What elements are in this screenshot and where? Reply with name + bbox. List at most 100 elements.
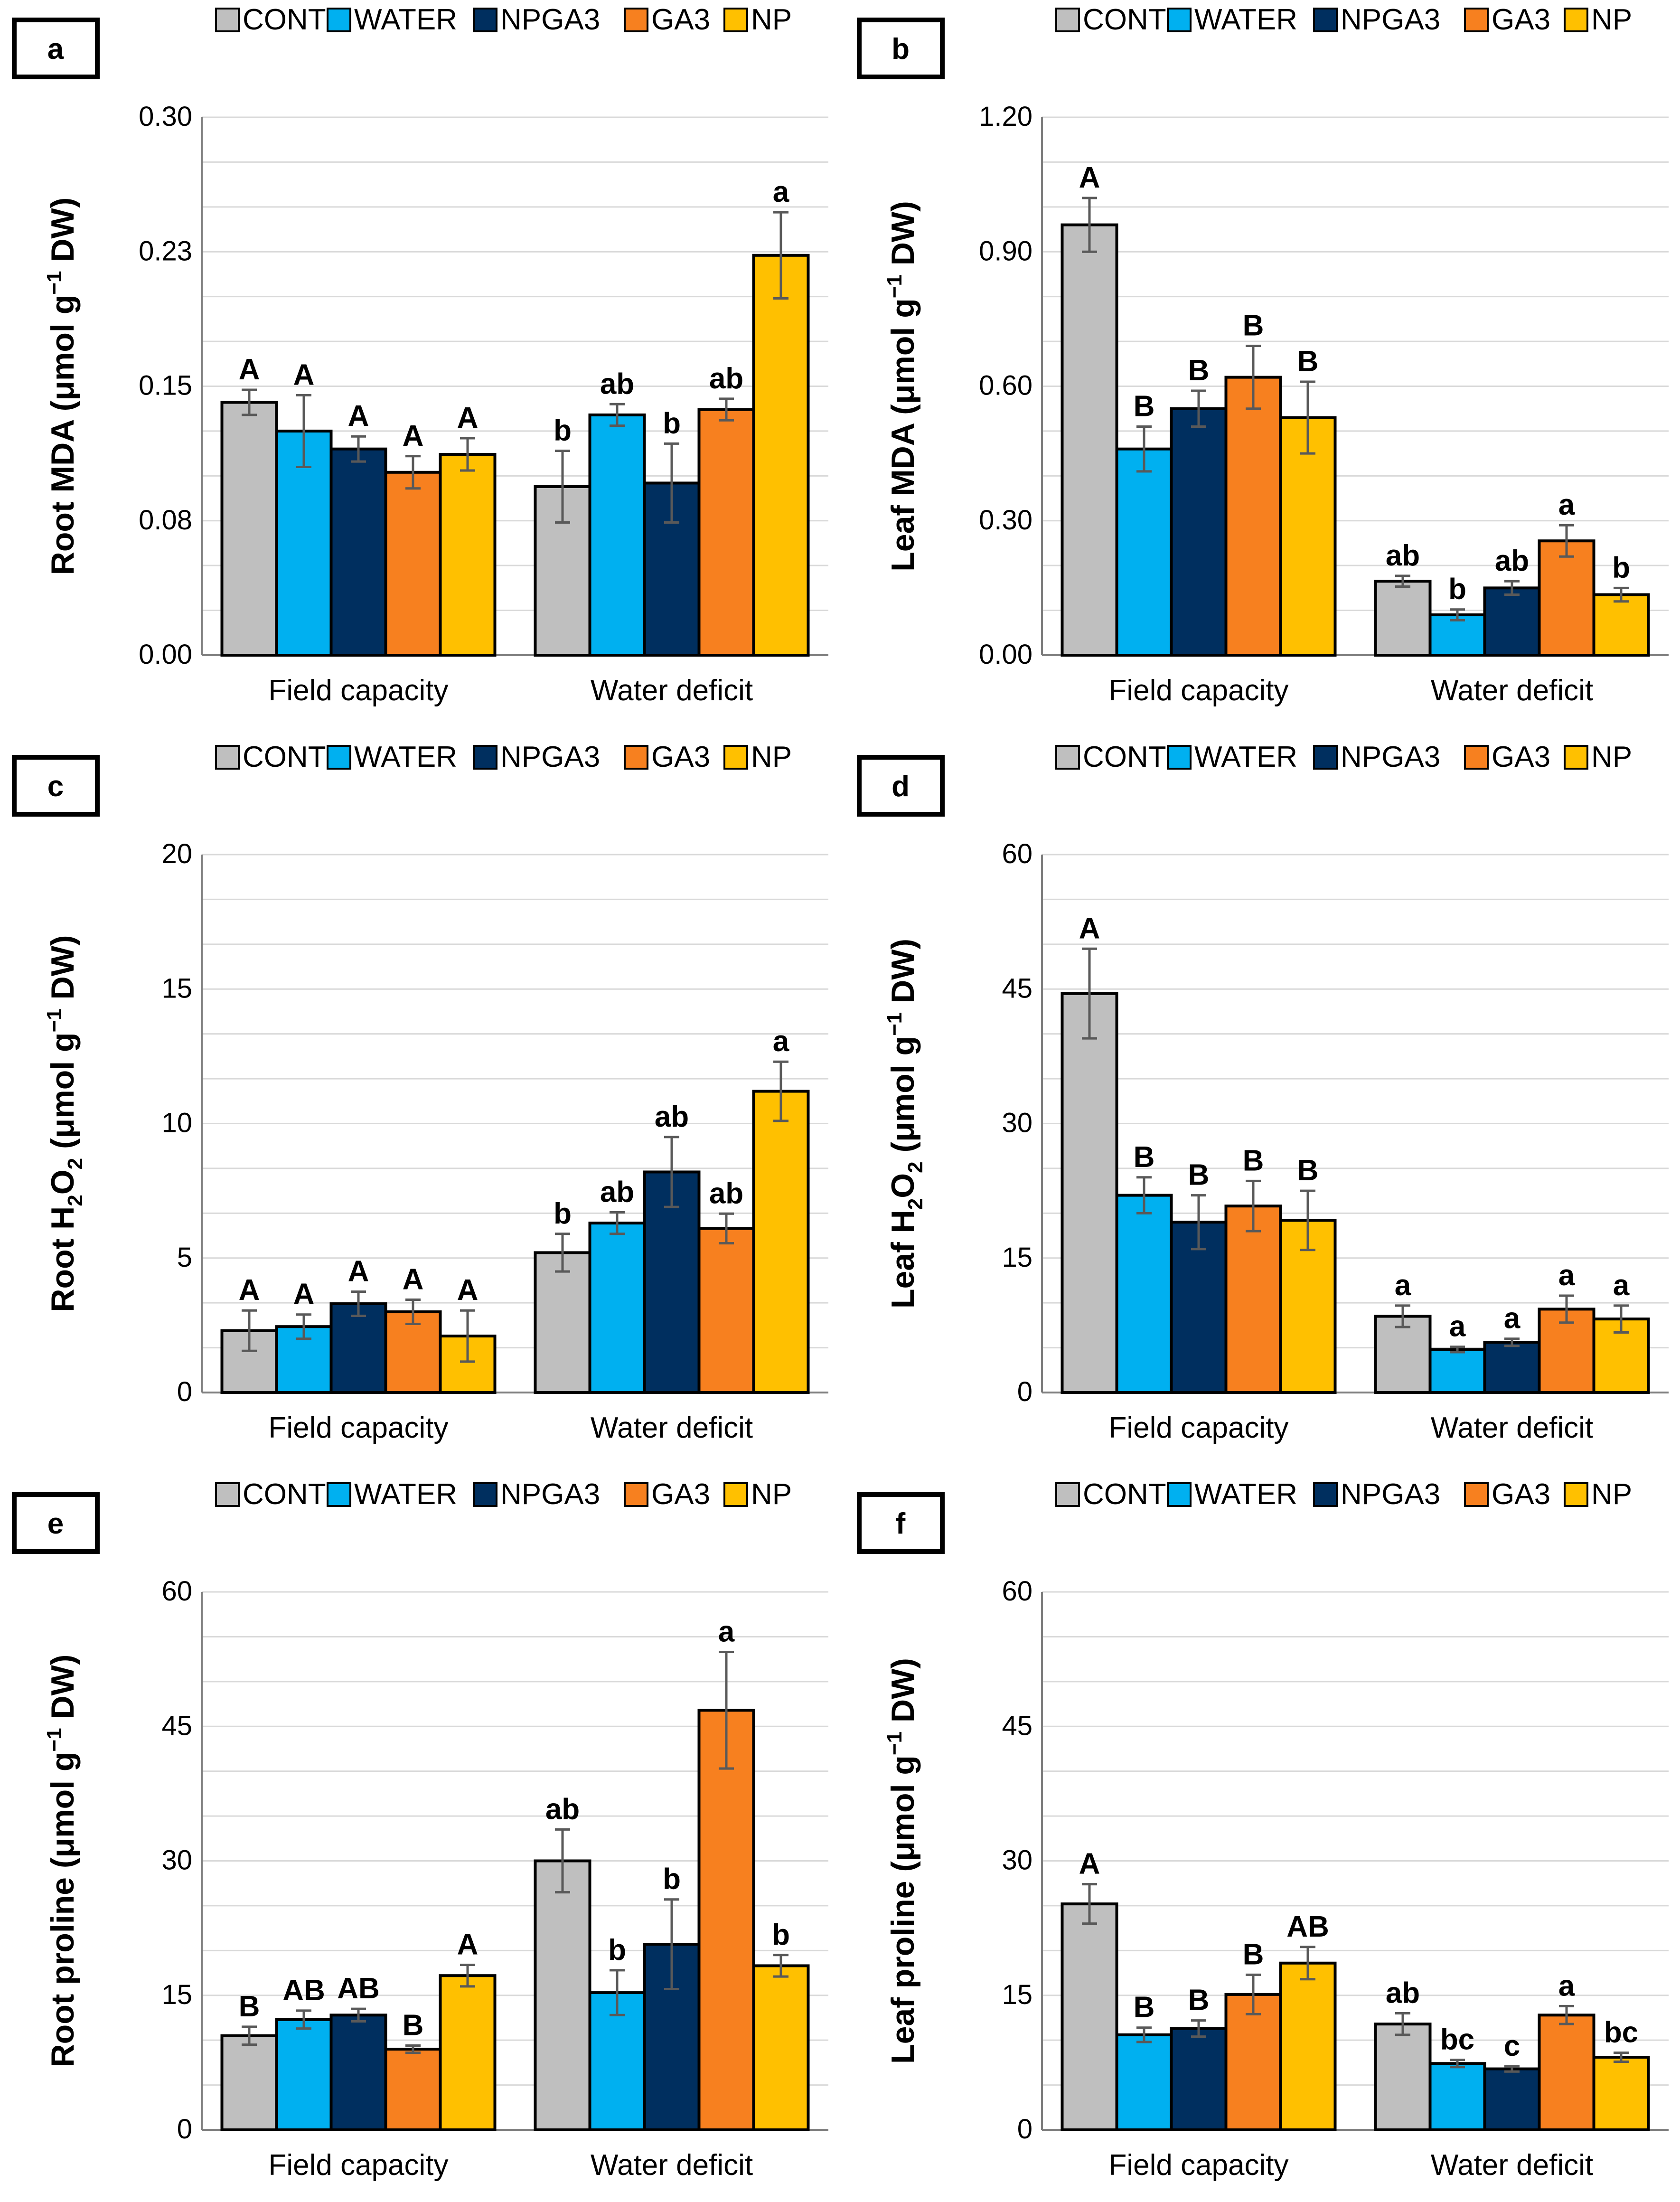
y-tick-label: 45 — [1002, 1710, 1032, 1741]
legend-label-cont: CONT — [243, 741, 326, 773]
significance-letter: B — [1134, 390, 1155, 423]
bar-cont — [1061, 992, 1118, 1394]
significance-letter: A — [1079, 161, 1100, 194]
legend-label-cont: CONT — [1083, 741, 1166, 773]
y-tick-label: 0.30 — [139, 101, 192, 132]
bar-water — [588, 1222, 646, 1394]
y-axis-label-part: DW) — [45, 198, 81, 271]
bar-cont — [1061, 1902, 1118, 2131]
bar-npga3 — [329, 447, 387, 657]
y-axis-label-part: −1 — [43, 1008, 66, 1032]
significance-letter: A — [403, 1263, 424, 1296]
y-axis-label-part: (μmol g — [45, 1032, 81, 1157]
y-axis-label-part: −1 — [883, 1012, 906, 1036]
x-category-label: Water deficit — [1431, 2149, 1593, 2182]
significance-letter: A — [1079, 1848, 1100, 1881]
legend: CONT WATER NPGA3 GA3 NP — [215, 1478, 792, 1511]
y-axis-label-part: Leaf proline (μmol g — [885, 1755, 921, 2064]
y-axis-label: Leaf proline (μmol g−1 DW) — [883, 1658, 921, 2064]
legend-swatch-np — [723, 745, 748, 770]
legend-label-water: WATER — [354, 1478, 457, 1511]
bar-npga3 — [1170, 407, 1228, 657]
significance-letter: b — [1612, 551, 1630, 584]
significance-letter: ab — [1386, 539, 1420, 572]
y-tick-label: 60 — [161, 1576, 192, 1607]
legend-label-np: NP — [1591, 3, 1632, 36]
legend-swatch-npga3 — [473, 1482, 497, 1507]
significance-letter: bc — [1440, 2023, 1474, 2056]
legend-swatch-water — [1167, 1482, 1192, 1507]
legend-label-water: WATER — [354, 3, 457, 36]
significance-letter: B — [1134, 1991, 1155, 2024]
significance-letter: A — [403, 420, 424, 452]
y-axis-label-part: DW) — [885, 1658, 921, 1731]
legend-label-npga3: NPGA3 — [1341, 3, 1440, 36]
bar-cont — [1374, 2023, 1432, 2132]
significance-letter: ab — [709, 362, 743, 395]
y-axis-label: Root proline (μmol g−1 DW) — [43, 1655, 81, 2068]
significance-letter: B — [1243, 310, 1264, 342]
legend-label-np: NP — [1591, 741, 1632, 773]
y-tick-label: 5 — [177, 1242, 192, 1273]
y-tick-label: 20 — [161, 838, 192, 869]
legend-label-ga3: GA3 — [651, 741, 710, 773]
legend-swatch-ga3 — [624, 745, 648, 770]
significance-letter: AB — [1286, 1910, 1329, 1943]
significance-letter: AB — [282, 1974, 325, 2007]
x-category-label: Water deficit — [1431, 1412, 1593, 1444]
bar-water — [1428, 1348, 1486, 1394]
y-tick-label: 15 — [1002, 1979, 1032, 2010]
y-axis-label-part: 2 — [64, 1158, 87, 1169]
legend-label-water: WATER — [1194, 1478, 1297, 1511]
x-category-label: Field capacity — [1108, 674, 1288, 707]
y-tick-label: 30 — [161, 1845, 192, 1876]
legend-swatch-npga3 — [473, 745, 497, 770]
y-tick-label: 0.00 — [979, 639, 1032, 670]
significance-letter: a — [1613, 1269, 1630, 1302]
legend: CONT WATER NPGA3 GA3 NP — [215, 3, 792, 36]
significance-letter: A — [1079, 912, 1100, 945]
legend-swatch-water — [1167, 8, 1192, 32]
significance-letter: b — [663, 407, 681, 440]
y-axis-label-part: DW) — [45, 1655, 81, 1728]
panel-label-box — [12, 18, 100, 79]
y-axis-label-part: −1 — [883, 274, 906, 298]
significance-letter: a — [718, 1616, 735, 1648]
y-axis-label-part: −1 — [43, 1728, 66, 1751]
bar-np — [1279, 416, 1337, 657]
bar-np — [752, 254, 810, 657]
legend-swatch-np — [1564, 8, 1588, 32]
legend-swatch-np — [723, 1482, 748, 1507]
significance-letter: B — [1188, 1159, 1210, 1192]
bar-np — [1279, 1961, 1337, 2132]
bar-cont — [1374, 580, 1432, 657]
legend-swatch-ga3 — [624, 1482, 648, 1507]
significance-letter: A — [293, 358, 315, 391]
bar-ga3 — [384, 471, 442, 657]
significance-letter: A — [457, 1929, 479, 1961]
significance-letter: A — [293, 1278, 315, 1311]
bar-cont — [1061, 223, 1118, 657]
bar-cont — [534, 1859, 591, 2131]
legend-label-cont: CONT — [1083, 1478, 1166, 1511]
significance-letter: b — [1448, 573, 1466, 606]
legend-swatch-np — [723, 8, 748, 32]
y-axis-label-part: Root proline (μmol g — [45, 1752, 81, 2068]
legend-label-np: NP — [751, 1478, 792, 1511]
y-tick-label: 15 — [161, 1979, 192, 2010]
legend-label-npga3: NPGA3 — [1341, 741, 1440, 773]
significance-letter: b — [663, 1863, 681, 1896]
significance-letter: B — [1188, 1984, 1210, 2017]
significance-letter: A — [457, 402, 479, 434]
bar-npga3 — [1170, 2027, 1228, 2131]
x-category-label: Water deficit — [1431, 674, 1593, 707]
bar-npga3 — [329, 1302, 387, 1394]
bar-water — [588, 413, 646, 657]
y-tick-label: 15 — [161, 973, 192, 1004]
significance-letter: B — [1297, 345, 1319, 378]
bar-npga3 — [1483, 2067, 1541, 2131]
panel-label: e — [47, 1507, 64, 1540]
significance-letter: B — [239, 1990, 260, 2023]
